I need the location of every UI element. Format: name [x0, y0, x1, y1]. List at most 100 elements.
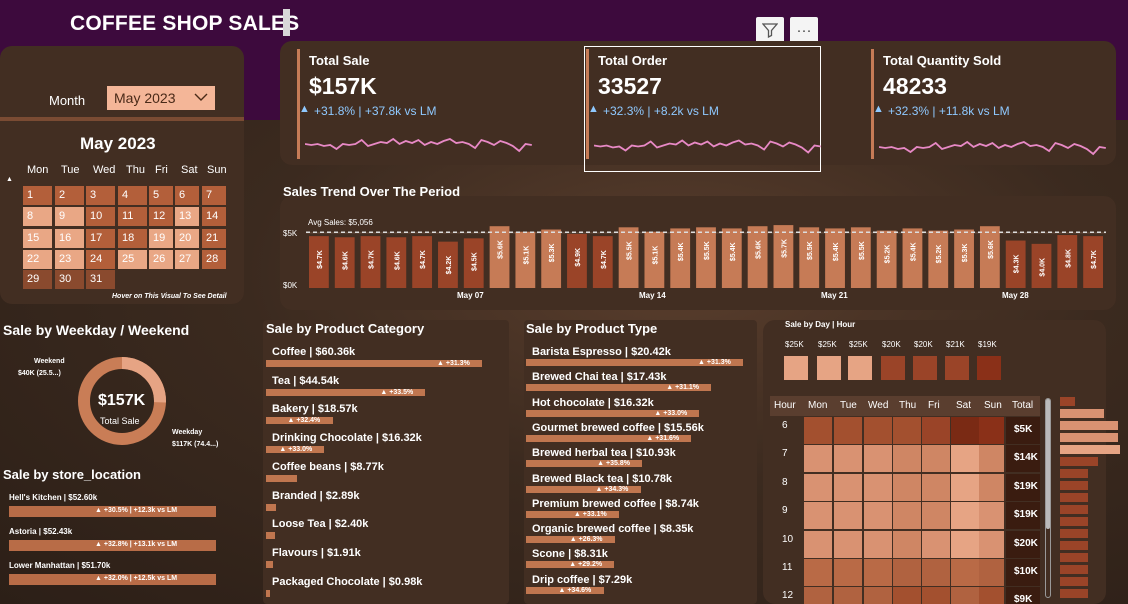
heatmap-cell[interactable]	[804, 530, 832, 558]
heatmap-scrollbar[interactable]	[1045, 398, 1051, 598]
heatmap-cell[interactable]	[834, 530, 862, 558]
heatmap-cell[interactable]	[893, 417, 921, 444]
heatmap-cell[interactable]	[979, 445, 1004, 473]
calendar-day[interactable]: 22	[23, 250, 52, 269]
calendar-day[interactable]: 5	[149, 186, 173, 205]
heatmap-cell[interactable]	[893, 502, 921, 530]
heatmap-cell[interactable]	[922, 445, 950, 473]
trend-bar[interactable]	[773, 225, 794, 288]
trend-bar[interactable]	[721, 228, 742, 288]
heatmap-cell[interactable]	[893, 559, 921, 586]
store-bar[interactable]	[9, 540, 216, 551]
trend-bar[interactable]	[309, 236, 329, 288]
heatmap-cell[interactable]	[922, 502, 950, 530]
heatmap-cell[interactable]	[951, 530, 979, 558]
hour-total-bar[interactable]	[1060, 457, 1098, 466]
heatmap-cell[interactable]	[922, 530, 950, 558]
product-type-bar[interactable]	[526, 561, 615, 569]
trend-bar[interactable]	[696, 227, 716, 288]
calendar-day[interactable]: 27	[175, 250, 199, 269]
calendar-day[interactable]: 4	[118, 186, 147, 205]
calendar-day[interactable]: 9	[55, 207, 84, 226]
heatmap-cell[interactable]	[893, 473, 921, 501]
heatmap-cell[interactable]	[864, 530, 892, 558]
heatmap-cell[interactable]	[951, 559, 979, 586]
heatmap-cell[interactable]	[893, 530, 921, 558]
heatmap-cell[interactable]	[922, 587, 950, 604]
weekday-weekend-donut[interactable]	[76, 355, 168, 447]
product-type-bar[interactable]	[526, 460, 643, 468]
trend-bar[interactable]	[360, 236, 381, 288]
trend-bar[interactable]	[463, 238, 484, 288]
heatmap-cell[interactable]	[834, 559, 862, 586]
heatmap-cell[interactable]	[804, 473, 832, 501]
trend-bar[interactable]	[1005, 240, 1026, 288]
product-type-bar[interactable]	[526, 485, 641, 493]
hour-total-bar[interactable]	[1060, 589, 1088, 598]
hour-total-bar[interactable]	[1060, 505, 1088, 514]
heatmap-cell[interactable]	[979, 473, 1004, 501]
trend-bar[interactable]	[954, 229, 974, 288]
trend-bar[interactable]	[412, 236, 433, 288]
day-total-block[interactable]	[784, 356, 808, 380]
trend-bar[interactable]	[515, 231, 536, 288]
month-select[interactable]: May 2023	[107, 86, 215, 110]
calendar-day[interactable]: 8	[23, 207, 52, 226]
product-type-bar[interactable]	[526, 536, 615, 544]
heatmap-cell[interactable]	[979, 587, 1004, 604]
trend-bar[interactable]	[592, 236, 613, 288]
calendar-day[interactable]: 30	[55, 270, 84, 289]
day-total-block[interactable]	[977, 356, 1001, 380]
heatmap-cell[interactable]	[864, 417, 892, 444]
trend-bar[interactable]	[928, 230, 949, 288]
trend-bar[interactable]	[670, 228, 691, 288]
product-type-bar[interactable]	[526, 510, 619, 518]
hour-total-bar[interactable]	[1060, 397, 1075, 406]
category-bar[interactable]	[266, 474, 298, 482]
heatmap-cell[interactable]	[804, 502, 832, 530]
calendar-day[interactable]: 24	[86, 250, 115, 269]
category-bar[interactable]	[266, 417, 333, 425]
trend-bar[interactable]	[902, 228, 923, 288]
heatmap-cell[interactable]	[951, 502, 979, 530]
trend-bar[interactable]	[747, 226, 768, 288]
heatmap-cell[interactable]	[864, 445, 892, 473]
trend-bar[interactable]	[825, 228, 845, 288]
hour-total-bar[interactable]	[1060, 553, 1088, 562]
hour-total-bar[interactable]	[1060, 541, 1088, 550]
heatmap-cell[interactable]	[922, 417, 950, 444]
heatmap-cell[interactable]	[864, 502, 892, 530]
trend-bar[interactable]	[644, 231, 665, 288]
heatmap-cell[interactable]	[951, 473, 979, 501]
day-total-block[interactable]	[817, 356, 841, 380]
heatmap-cell[interactable]	[864, 559, 892, 586]
category-bar[interactable]	[266, 446, 325, 454]
heatmap-cell[interactable]	[834, 473, 862, 501]
heatmap-cell[interactable]	[834, 445, 862, 473]
heatmap-cell[interactable]	[804, 417, 832, 444]
calendar-day[interactable]: 1	[23, 186, 52, 205]
heatmap-cell[interactable]	[979, 417, 1004, 444]
calendar-day[interactable]: 31	[86, 270, 115, 289]
hour-total-bar[interactable]	[1060, 409, 1104, 418]
trend-bar[interactable]	[334, 237, 355, 288]
store-bar[interactable]	[9, 574, 216, 585]
heatmap-cell[interactable]	[864, 587, 892, 604]
hour-total-bar[interactable]	[1060, 481, 1088, 490]
heatmap-cell[interactable]	[804, 587, 832, 604]
calendar-day[interactable]: 26	[149, 250, 173, 269]
more-options-icon[interactable]: ···	[790, 17, 818, 43]
calendar-day[interactable]: 7	[202, 186, 226, 205]
trend-bar[interactable]	[979, 226, 1000, 288]
day-total-block[interactable]	[881, 356, 905, 380]
category-bar[interactable]	[266, 560, 273, 568]
category-bar[interactable]	[266, 589, 270, 597]
category-bar[interactable]	[266, 532, 275, 540]
hour-total-bar[interactable]	[1060, 529, 1088, 538]
trend-bar[interactable]	[1057, 235, 1078, 288]
heatmap-cell[interactable]	[951, 587, 979, 604]
product-type-bar[interactable]	[526, 359, 743, 366]
sales-trend-chart[interactable]: $4.7K $4.6K $4.7K $4.6K $4.7K $4.2K $4.5K $5.6K…	[306, 224, 1106, 288]
heatmap-cell[interactable]	[893, 587, 921, 604]
product-type-bar[interactable]	[526, 586, 604, 594]
